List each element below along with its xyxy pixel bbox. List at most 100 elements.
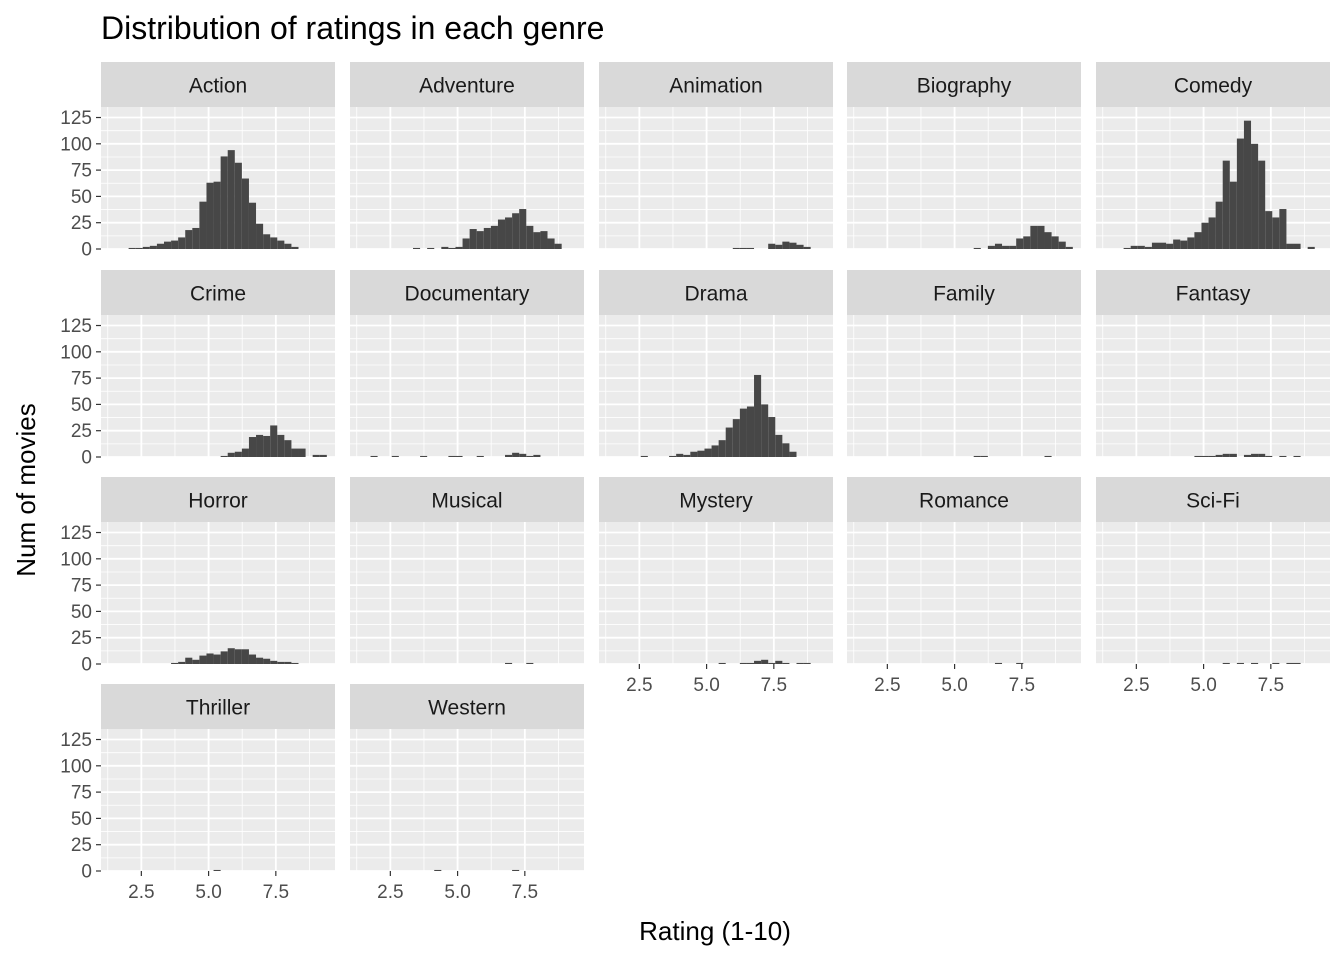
panel-background: [350, 107, 584, 249]
histogram-bar: [1286, 662, 1294, 664]
y-tick-label: 25: [71, 421, 92, 442]
facet-strip: [101, 684, 335, 729]
histogram-bar: [1258, 160, 1266, 249]
histogram-bar: [789, 451, 797, 457]
facet-strip-label: Crime: [190, 283, 246, 306]
histogram-bar: [1194, 455, 1202, 457]
histogram-bar: [1130, 245, 1138, 249]
histogram-bar: [171, 240, 179, 249]
facet-strip-label: Mystery: [679, 490, 753, 513]
histogram-bar: [1180, 240, 1188, 249]
panel-background: [847, 522, 1081, 664]
facet-strip: [101, 62, 335, 107]
histogram-bar: [526, 225, 534, 249]
histogram-bar: [1279, 209, 1287, 249]
histogram-bar: [1137, 245, 1145, 249]
histogram-bar: [754, 374, 762, 457]
y-tick-label: 0: [81, 862, 92, 883]
histogram-bar: [227, 452, 235, 457]
histogram-bar: [746, 247, 755, 249]
histogram-bar: [768, 243, 776, 249]
panel-background: [847, 107, 1081, 249]
histogram-bar: [512, 213, 520, 249]
facet-panel: Romance 2.5 5.0 7.5: [847, 477, 1081, 696]
facet-strip-label: Action: [189, 75, 247, 98]
x-tick-label: 2.5: [377, 882, 403, 903]
histogram-bar: [1222, 662, 1230, 664]
histogram-bar: [1016, 238, 1024, 249]
histogram-bar: [277, 434, 285, 457]
y-tick-label: 125: [60, 523, 92, 544]
facet-strip-label: Thriller: [186, 697, 250, 720]
histogram-bar: [1279, 455, 1287, 457]
histogram-bar: [1222, 453, 1230, 457]
histogram-bar: [263, 234, 271, 249]
facet-strip-label: Horror: [188, 490, 248, 513]
facet-panel: Adventure: [350, 62, 584, 250]
histogram-bar: [1293, 662, 1301, 664]
histogram-bar: [640, 455, 648, 457]
histogram-bar: [469, 229, 477, 249]
x-tick-label: 5.0: [444, 882, 470, 903]
histogram-bar: [1173, 239, 1181, 249]
facet-strip-label: Documentary: [405, 283, 530, 306]
facet-strip-label: Musical: [431, 490, 502, 513]
histogram-bar: [156, 243, 165, 249]
histogram-bar: [768, 417, 776, 457]
histogram-bar: [178, 237, 186, 249]
histogram-bar: [391, 455, 399, 457]
histogram-bar: [676, 453, 684, 457]
histogram-bar: [241, 448, 249, 457]
histogram-bar: [448, 247, 456, 249]
histogram-bar: [128, 247, 136, 249]
x-tick-label: 2.5: [874, 675, 900, 696]
panel-background: [101, 729, 335, 871]
facet-strip-label: Sci-Fi: [1186, 490, 1240, 513]
facet-panel: Western 2.5 5.0 7.5: [350, 684, 584, 903]
y-tick-label: 50: [71, 602, 92, 623]
facet-strip: [350, 477, 584, 522]
histogram-bar: [526, 662, 534, 664]
x-tick-label: 5.0: [195, 882, 221, 903]
histogram-bar: [761, 404, 769, 457]
facet-strip: [847, 62, 1081, 107]
histogram-bar: [782, 443, 790, 457]
histogram-bar: [199, 201, 207, 249]
histogram-bar: [256, 223, 264, 249]
histogram-bar: [512, 452, 520, 457]
histogram-bar: [192, 227, 200, 249]
histogram-bar: [227, 150, 235, 249]
histogram-bar: [718, 662, 726, 664]
histogram-bar: [718, 440, 726, 457]
histogram-bar: [476, 231, 484, 249]
histogram-bar: [526, 455, 534, 457]
histogram-bar: [1009, 245, 1017, 249]
histogram-bar: [512, 869, 520, 871]
histogram-bar: [1272, 217, 1280, 249]
histogram-bar: [291, 246, 299, 249]
facet-strip: [101, 477, 335, 522]
facet-panel: Comedy: [1096, 62, 1330, 250]
histogram-bar: [1016, 662, 1024, 664]
x-tick-label: 2.5: [626, 675, 652, 696]
histogram-bar: [149, 245, 157, 249]
histogram-bar: [234, 451, 242, 457]
facet-strip-label: Fantasy: [1176, 283, 1251, 306]
histogram-bar: [241, 178, 249, 249]
histogram-bar: [185, 657, 193, 664]
histogram-bar: [284, 661, 292, 664]
histogram-bar: [1194, 232, 1202, 249]
histogram-bar: [768, 662, 776, 664]
histogram-bar: [206, 653, 214, 664]
histogram-bar: [669, 455, 677, 457]
facet-strip: [847, 477, 1081, 522]
facet-panel: Horror 0 25 50 75 100 125: [60, 477, 335, 676]
y-tick-label: 125: [60, 316, 92, 337]
x-tick-label: 5.0: [693, 675, 719, 696]
y-tick-label: 0: [81, 240, 92, 261]
y-tick-label: 100: [60, 756, 92, 777]
histogram-bar: [291, 448, 299, 457]
facet-strip: [350, 270, 584, 315]
histogram-bar: [256, 434, 264, 457]
histogram-bar: [420, 455, 428, 457]
